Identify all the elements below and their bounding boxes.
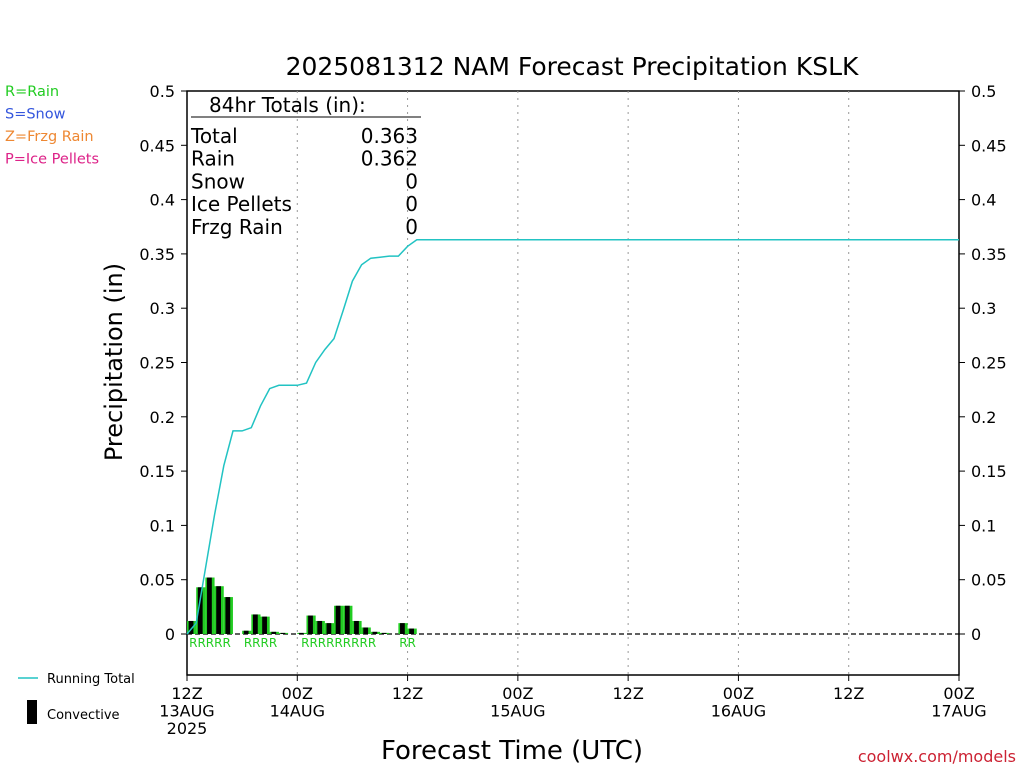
x-tick-label: 12Z: [833, 684, 864, 703]
precip-type-key: R=Rain S=Snow Z=Frzg Rain P=Ice Pellets: [5, 84, 99, 168]
totals-row-label: Snow: [191, 169, 245, 193]
y-tick-label: 0.2: [150, 408, 175, 427]
totals-row-label: Total: [190, 124, 238, 148]
totals-row-value: 0: [405, 169, 418, 193]
totals-box: 84hr Totals (in): Total 0.363 Rain 0.362 Sno…: [190, 93, 421, 239]
convective-bar: [216, 586, 222, 634]
x-tick-label: 17AUG: [931, 702, 986, 721]
y-tick-label: 0.45: [139, 136, 175, 155]
convective-bar: [188, 620, 194, 634]
key-item: S=Snow: [5, 107, 66, 123]
convective-bar: [207, 577, 212, 634]
totals-row-value: 0.362: [361, 147, 418, 171]
x-axis-label: Forecast Time (UTC): [381, 736, 643, 766]
x-tick-label: 00Z: [502, 684, 533, 703]
y-tick-label: 0.2: [971, 408, 996, 427]
y-tick-label: 0.15: [139, 462, 175, 481]
precip-type-label: RRRRRRRRR: [301, 636, 376, 650]
totals-row-value: 0: [405, 192, 418, 216]
y-tick-label: 0: [971, 625, 981, 644]
legend-bar-swatch: [27, 700, 37, 724]
precip-type-label: RRRR: [244, 636, 277, 650]
y-tick-label: 0.5: [150, 82, 175, 101]
y-tick-label: 0.35: [139, 245, 175, 264]
x-tick-label: 12Z: [392, 684, 423, 703]
legend-item: Running Total: [47, 672, 135, 687]
convective-bar: [298, 632, 304, 634]
y-tick-label: 0.45: [971, 136, 1007, 155]
x-tick-label: 13AUG: [159, 702, 214, 721]
convective-bar: [225, 597, 231, 634]
x-tick-label: 12Z: [171, 684, 202, 703]
credit-text: coolwx.com/models: [858, 747, 1016, 766]
x-tick-label: 2025: [167, 719, 208, 738]
totals-heading: 84hr Totals (in):: [209, 93, 366, 117]
totals-row-value: 0: [405, 215, 418, 239]
y-tick-label: 0.15: [971, 462, 1007, 481]
convective-bar: [252, 614, 258, 634]
y-tick-label: 0.3: [971, 299, 996, 318]
convective-bar: [271, 631, 277, 634]
totals-row-value: 0.363: [361, 124, 418, 148]
convective-bar: [363, 627, 369, 634]
y-tick-label: 0.35: [971, 245, 1007, 264]
convective-bar: [335, 605, 341, 634]
precip-type-label: RR: [399, 636, 416, 650]
key-item: R=Rain: [5, 84, 59, 100]
y-tick-label: 0.3: [150, 299, 175, 318]
vertical-grid: [296, 91, 850, 675]
precip-type-label: RRRRR: [189, 636, 231, 650]
y-tick-label: 0.1: [971, 516, 996, 535]
convective-bar: [197, 587, 203, 634]
legend-item: Convective: [47, 708, 120, 723]
convective-bar: [262, 616, 267, 634]
convective-bar: [381, 632, 387, 634]
y-tick-label: 0.1: [150, 516, 175, 535]
x-tick-label: 00Z: [723, 684, 754, 703]
convective-bar: [243, 630, 249, 634]
x-tick-label: 00Z: [282, 684, 313, 703]
y-tick-label: 0.05: [139, 571, 175, 590]
x-tick-label: 00Z: [943, 684, 974, 703]
running-total-line: [186, 239, 959, 635]
y-tick-label: 0.05: [971, 571, 1007, 590]
convective-bar: [354, 620, 359, 634]
y-tick-label: 0.4: [971, 191, 996, 210]
totals-row-label: Ice Pellets: [191, 192, 292, 216]
y-axis-label: Precipitation (in): [100, 263, 128, 461]
x-tick-label: 16AUG: [711, 702, 766, 721]
plot-frame: [186, 90, 960, 676]
x-tick-label: 14AUG: [270, 702, 325, 721]
convective-bar: [280, 632, 286, 634]
precip-type-labels: RRRRR RRRR RRRRRRRRR RR: [189, 636, 416, 650]
convective-bar: [317, 620, 323, 634]
totals-row-label: Rain: [191, 147, 235, 171]
convective-bar: [372, 631, 378, 634]
convective-bar: [400, 623, 405, 634]
y-tick-label: 0.25: [971, 354, 1007, 373]
y-tick-label: 0.25: [139, 354, 175, 373]
convective-bars: [187, 577, 417, 634]
x-tick-label: 15AUG: [490, 702, 545, 721]
y-tick-label: 0.5: [971, 82, 996, 101]
key-item: P=Ice Pellets: [5, 152, 99, 168]
y-tick-label: 0.4: [150, 191, 175, 210]
totals-row-label: Frzg Rain: [191, 215, 283, 239]
chart-title: 2025081312 NAM Forecast Precipitation KS…: [286, 52, 859, 81]
convective-bar: [326, 623, 332, 634]
convective-bar: [308, 615, 313, 634]
x-tick-label: 12Z: [612, 684, 643, 703]
key-item: Z=Frzg Rain: [5, 129, 94, 145]
y-axis-ticks: 0 00.05 0.050.1 0.10.15 0.150.2 0.20.25 0.250.…: [139, 82, 1006, 644]
convective-bar: [344, 605, 350, 634]
y-tick-label: 0: [165, 625, 175, 644]
convective-bar: [409, 628, 415, 634]
legend: Running Total Convective: [18, 672, 135, 724]
